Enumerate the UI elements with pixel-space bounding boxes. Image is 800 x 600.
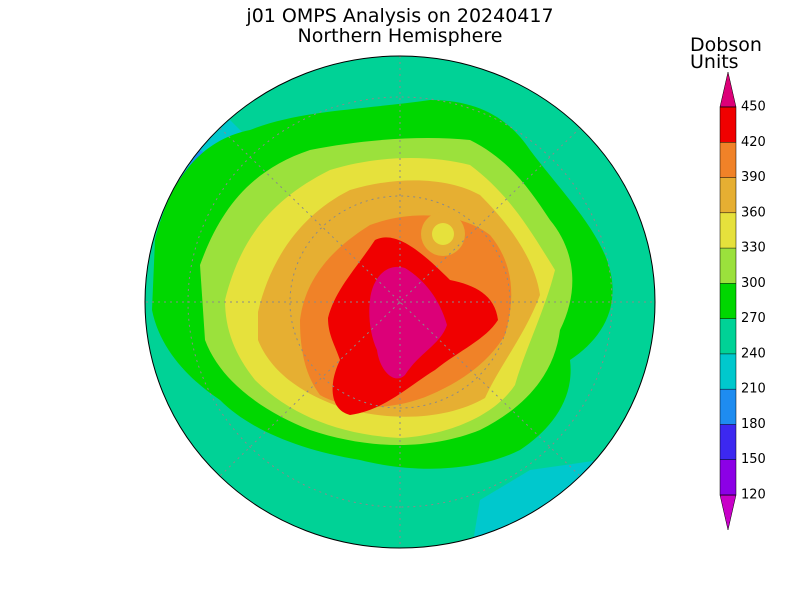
- colorbar-tick-label: 150: [741, 452, 766, 467]
- map-field: [369, 266, 447, 379]
- colorbar-segment: [720, 459, 736, 495]
- map-border: [144, 55, 656, 549]
- colorbar-segment: [720, 107, 736, 143]
- colorbar: 120 150 180 210 240 270 300 330 360 390 420 450: [719, 71, 766, 531]
- colorbar-segment: [720, 142, 736, 178]
- latitude-line: [289, 195, 511, 409]
- colorbar-segment: [720, 389, 736, 425]
- colorbar-segment: [720, 353, 736, 390]
- colorbar-tick-label: 390: [741, 170, 766, 185]
- colorbar-tick-label: 240: [741, 346, 766, 361]
- colorbar-segment: [720, 318, 736, 354]
- colorbar-extension: [719, 494, 737, 531]
- colorbar-extension: [719, 71, 737, 108]
- colorbar-segment: [720, 424, 736, 460]
- colorbar-tick-label: 270: [741, 311, 766, 326]
- colorbar-label: Units: [690, 51, 739, 73]
- map-field: [432, 223, 454, 245]
- colorbar-tick-label: 330: [741, 241, 766, 256]
- colorbar-segment: [720, 248, 736, 284]
- title: j01 OMPS Analysis on 20240417: [245, 5, 553, 27]
- colorbar-tick-label: 180: [741, 417, 766, 432]
- colorbar-tick-label: 450: [741, 100, 766, 115]
- colorbar-tick-label: 420: [741, 135, 766, 150]
- colorbar-segment: [720, 212, 736, 249]
- colorbar-outline: [719, 106, 737, 496]
- ozone-map: [145, 56, 655, 548]
- colorbar-tick-label: 360: [741, 205, 766, 220]
- colorbar-segment: [720, 177, 736, 213]
- colorbar-label: Dobson: [690, 34, 762, 56]
- colorbar-tick-label: 120: [741, 488, 766, 503]
- colorbar-tick-label: 210: [741, 382, 766, 397]
- colorbar-tick-label: 300: [741, 276, 766, 291]
- colorbar-segment: [720, 283, 736, 319]
- subtitle: Northern Hemisphere: [298, 25, 503, 47]
